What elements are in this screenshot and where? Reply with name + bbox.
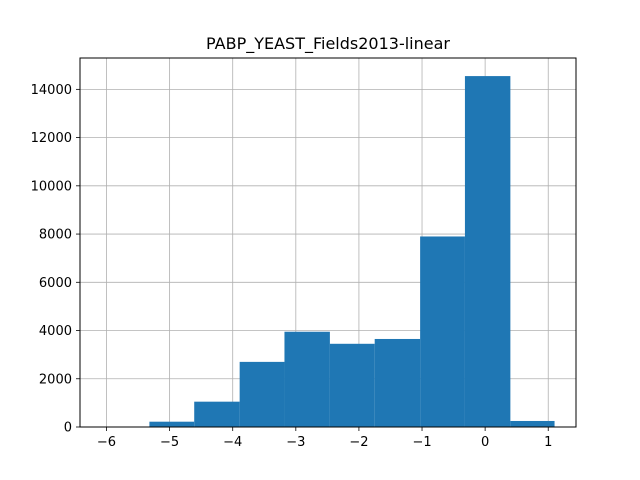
histogram-bar [374, 338, 421, 427]
histogram-bar [194, 401, 240, 427]
y-tick-label: 12000 [31, 131, 72, 146]
x-tick-label: −5 [160, 435, 179, 450]
x-tick-label: −6 [97, 435, 116, 450]
histogram-bars [149, 76, 555, 428]
x-tick-label: −1 [412, 435, 431, 450]
x-tick-label: 1 [544, 435, 552, 450]
chart-title: PABP_YEAST_Fields2013-linear [206, 34, 450, 54]
histogram-bar [420, 236, 465, 427]
y-axis: 0 2000 4000 6000 8000 10000 12000 14000 [31, 83, 80, 436]
x-tick-label: −3 [286, 435, 305, 450]
x-tick-label: 0 [481, 435, 489, 450]
y-tick-label: 6000 [39, 276, 72, 291]
y-tick-label: 10000 [31, 179, 72, 194]
x-tick-label: −4 [223, 435, 242, 450]
plot-frame [79, 57, 577, 428]
histogram-bar [149, 421, 195, 427]
histogram-bar [510, 420, 555, 427]
y-tick-label: 4000 [39, 324, 72, 339]
histogram-bar [239, 361, 285, 427]
histogram-bar [464, 76, 511, 428]
x-tick-label: −2 [349, 435, 368, 450]
y-tick-label: 0 [64, 421, 72, 436]
x-axis: −6 −5 −4 −3 −2 −1 0 1 [97, 427, 552, 450]
y-tick-label: 8000 [39, 228, 72, 243]
y-tick-label: 2000 [39, 372, 72, 387]
histogram-bar [284, 331, 330, 427]
y-tick-label: 14000 [31, 83, 72, 98]
histogram-bar [329, 343, 375, 427]
